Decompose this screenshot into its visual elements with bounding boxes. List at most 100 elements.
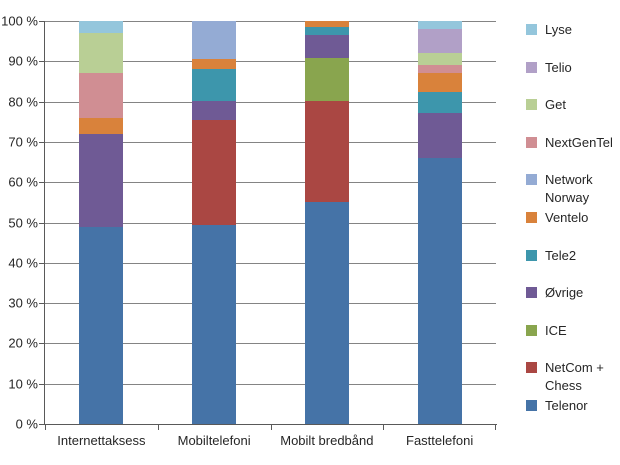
bar-segment xyxy=(79,117,124,134)
y-tick-mark xyxy=(39,21,45,22)
bar-segment xyxy=(79,21,124,34)
legend-item: NextGenTel xyxy=(520,134,620,172)
bar-segment xyxy=(304,57,349,102)
gridline xyxy=(45,182,496,184)
bar-segment xyxy=(192,69,237,102)
legend-label: NextGenTel xyxy=(545,134,613,150)
bar-segment xyxy=(417,158,462,424)
bar-segment xyxy=(192,101,237,120)
x-axis-labels: Internettaksess Mobiltelefoni Mobilt bredb… xyxy=(45,433,496,448)
x-axis-line xyxy=(44,424,497,425)
legend-label: NetCom + Chess xyxy=(545,360,604,394)
gridline xyxy=(45,262,496,264)
legend-label: Ventelo xyxy=(545,209,589,225)
y-tick-label: 0 % xyxy=(15,416,38,432)
bar-segment xyxy=(79,33,124,74)
bar-segment xyxy=(304,26,349,36)
bar-segment xyxy=(192,224,237,424)
x-tick-mark xyxy=(45,424,46,430)
legend-swatch xyxy=(526,324,537,336)
legend-item: Get xyxy=(520,96,620,134)
legend-item: Ventelo xyxy=(520,209,620,247)
legend-label: Telio xyxy=(545,59,572,75)
bar-segment xyxy=(192,58,237,70)
gridline xyxy=(45,222,496,224)
y-tick-mark xyxy=(39,222,45,224)
y-tick-label: 100 % xyxy=(1,13,38,29)
legend-item: Øvrige xyxy=(520,284,620,322)
bar-segment xyxy=(304,35,349,58)
bar-segment xyxy=(417,29,462,54)
y-tick-label: 50 % xyxy=(8,215,38,230)
y-tick-mark xyxy=(39,262,45,264)
legend-swatch xyxy=(526,362,537,374)
bar-segment xyxy=(304,21,349,27)
gridline xyxy=(45,141,496,143)
y-tick-label: 80 % xyxy=(8,94,38,110)
y-tick-label: 20 % xyxy=(8,335,38,351)
legend-swatch xyxy=(526,249,537,261)
x-axis-label: Mobiltelefoni xyxy=(177,433,251,448)
bar-segment xyxy=(192,119,237,225)
bar-segment xyxy=(417,64,462,74)
gridline xyxy=(45,343,496,345)
plot-area xyxy=(39,21,496,430)
gridline xyxy=(45,303,496,305)
bar-fasttelefoni xyxy=(417,21,462,424)
legend-label: Øvrige xyxy=(545,285,584,301)
legend-item: Network Norway xyxy=(520,171,620,209)
legend-label: Lyse xyxy=(545,22,572,37)
legend: Lyse Telio Get NextGenTel Network Norway Vent… xyxy=(520,21,620,435)
legend-label: Get xyxy=(545,97,566,113)
y-tick-mark xyxy=(39,303,45,305)
gridline xyxy=(45,61,496,63)
x-axis-label: Internettaksess xyxy=(57,433,146,448)
bar-segment xyxy=(192,21,237,59)
gridline xyxy=(45,383,496,385)
bar-segment xyxy=(79,226,124,424)
legend-swatch xyxy=(526,24,537,35)
x-tick-mark xyxy=(383,424,385,430)
legend-item: ICE xyxy=(520,322,620,360)
legend-item: NetCom + Chess xyxy=(520,359,620,397)
y-tick-mark xyxy=(39,343,45,345)
bar-segment xyxy=(79,133,124,227)
y-tick-mark xyxy=(39,101,45,103)
legend-item: Telio xyxy=(520,59,620,97)
bar-segment xyxy=(417,91,462,114)
legend-swatch xyxy=(526,287,537,299)
x-tick-mark xyxy=(157,424,159,430)
y-tick-label: 90 % xyxy=(8,53,38,69)
legend-swatch xyxy=(526,61,537,73)
bar-segment xyxy=(304,101,349,203)
legend-item: Lyse xyxy=(520,21,620,59)
y-tick-label: 10 % xyxy=(8,376,38,392)
x-tick-mark xyxy=(495,424,496,430)
legend-swatch xyxy=(526,174,537,186)
y-axis-line xyxy=(44,21,45,425)
legend-swatch xyxy=(526,136,537,148)
bar-segment xyxy=(417,53,462,65)
y-tick-mark xyxy=(39,383,45,385)
legend-label: Telenor xyxy=(545,397,588,413)
legend-label: Network Norway xyxy=(545,172,593,206)
legend-swatch xyxy=(526,211,537,223)
y-tick-mark xyxy=(39,141,45,143)
y-tick-mark xyxy=(39,182,45,184)
gridline xyxy=(45,101,496,103)
bar-segment xyxy=(417,21,462,30)
y-axis: 0 % 10 % 20 % 30 % 40 % 50 % 60 % 70 % 80 % 90 % 1… xyxy=(0,14,38,432)
bar-segment xyxy=(304,202,349,424)
bar-mobiltelefoni xyxy=(192,21,237,424)
bar-segment xyxy=(417,113,462,159)
y-tick-label: 60 % xyxy=(8,174,38,190)
y-tick-label: 30 % xyxy=(8,295,38,311)
legend-label: Tele2 xyxy=(545,247,577,263)
x-tick-mark xyxy=(270,424,272,430)
legend-item: Tele2 xyxy=(520,247,620,285)
legend-label: ICE xyxy=(545,322,567,338)
y-tick-mark xyxy=(39,424,45,425)
gridline xyxy=(45,21,496,22)
bar-segment xyxy=(79,73,124,118)
